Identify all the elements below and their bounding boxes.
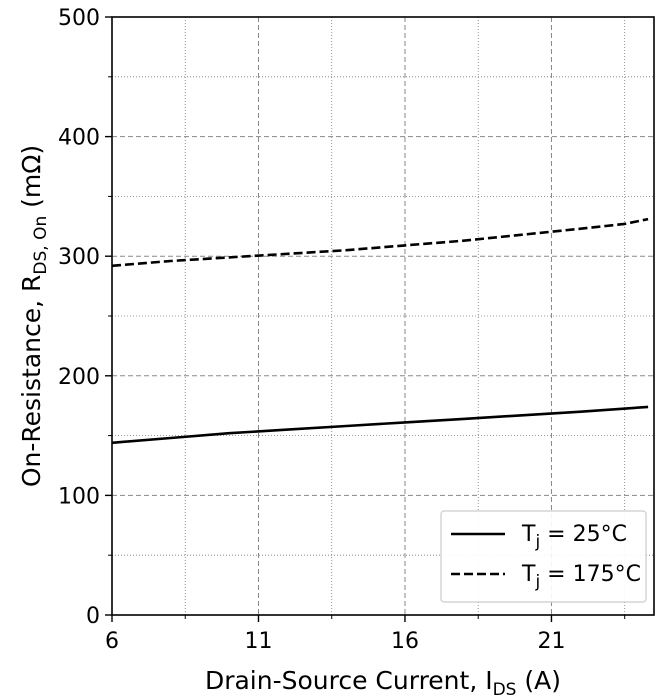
series-line-0 (111, 405, 649, 445)
y-axis-label-subscript: DS, On (31, 216, 51, 275)
y-tick-label: 500 (58, 6, 100, 31)
legend-label-175c: Tj = 175°C (521, 562, 641, 592)
x-tick-label: 21 (537, 629, 565, 654)
y-axis-label: On-Resistance, RDS, On (mΩ) (17, 145, 51, 487)
x-tick-label: 11 (244, 629, 272, 654)
series-layer (111, 217, 649, 445)
y-tick-label: 400 (58, 126, 100, 151)
x-axis-label-main: Drain-Source Current, I (205, 666, 493, 695)
legend: Tj = 25°C Tj = 175°C (440, 510, 647, 603)
y-tick-label: 200 (58, 365, 100, 390)
y-axis-label-main: On-Resistance, R (17, 275, 46, 488)
x-tick-label: 6 (105, 629, 119, 654)
legend-label-25c: Tj = 25°C (521, 522, 627, 552)
x-tick-label: 16 (391, 629, 419, 654)
y-axis-label-suffix: (mΩ) (17, 145, 46, 216)
y-tick-label: 0 (86, 604, 100, 629)
y-tick-label: 100 (58, 484, 100, 509)
y-tick-label: 300 (58, 245, 100, 270)
ticks-layer: 6 11 16 21 0 100 200 300 400 500 (58, 6, 626, 654)
x-axis-label-suffix: (A) (516, 666, 561, 695)
x-axis-label: Drain-Source Current, IDS (A) (205, 666, 561, 698)
series-line-1 (111, 217, 649, 268)
x-axis-label-subscript: DS (493, 680, 517, 698)
